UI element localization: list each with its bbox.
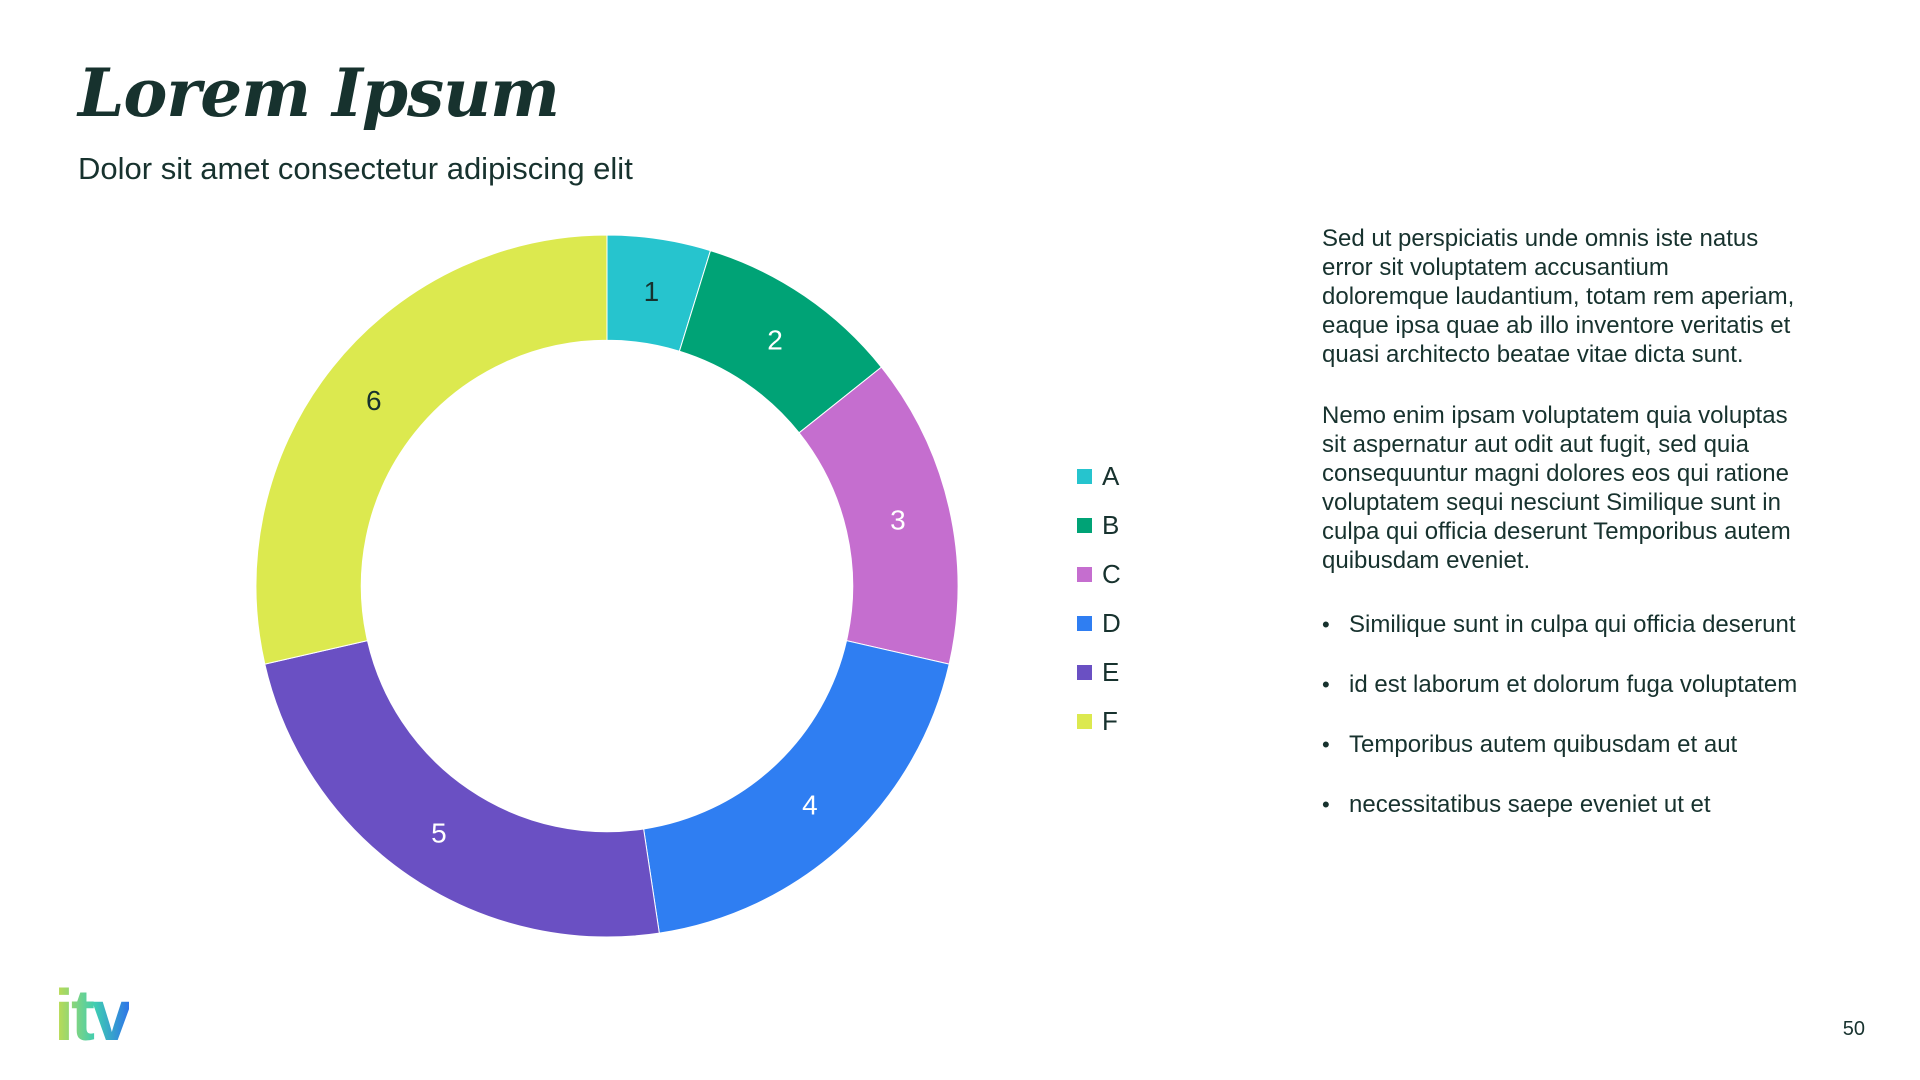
bullet-text: Similique sunt in culpa qui officia dese… bbox=[1349, 611, 1796, 638]
bullet-item-2: • id est laborum et dolorum fuga voluptat… bbox=[1322, 670, 1842, 699]
legend-label-E: E bbox=[1102, 657, 1120, 687]
bullet-marker-icon: • bbox=[1322, 792, 1330, 817]
bullet-item-1: • Similique sunt in culpa qui officia des… bbox=[1322, 610, 1842, 639]
bullet-text: Temporibus autem quibusdam et aut bbox=[1349, 731, 1738, 758]
body-text-column: Sed ut perspiciatis unde omnis iste natu… bbox=[1322, 224, 1842, 850]
legend-swatch-F bbox=[1077, 713, 1092, 729]
page-number: 50 bbox=[1842, 1018, 1865, 1040]
slice-label-6: 6 bbox=[366, 385, 382, 416]
body-paragraph-1: Sed ut perspiciatis unde omnis iste natu… bbox=[1322, 225, 1795, 368]
slice-label-5: 5 bbox=[431, 817, 447, 848]
bullet-list: • Similique sunt in culpa qui officia des… bbox=[1322, 610, 1842, 819]
slice-label-2: 2 bbox=[767, 324, 783, 355]
legend-swatch-D bbox=[1077, 615, 1092, 631]
legend-swatch-E bbox=[1077, 664, 1092, 680]
legend-swatch-B bbox=[1077, 517, 1092, 533]
bullet-marker-icon: • bbox=[1322, 612, 1330, 637]
legend-item-A: A bbox=[1077, 461, 1121, 491]
legend-label-F: F bbox=[1102, 706, 1118, 736]
body-paragraph-2: Nemo enim ipsam voluptatem quia voluptas… bbox=[1322, 402, 1791, 574]
bullet-item-3: • Temporibus autem quibusdam et aut bbox=[1322, 730, 1842, 759]
page-subtitle: Dolor sit amet consectetur adipiscing el… bbox=[78, 151, 633, 186]
legend-item-B: B bbox=[1077, 510, 1121, 540]
bullet-text: id est laborum et dolorum fuga voluptate… bbox=[1349, 671, 1798, 698]
bullet-marker-icon: • bbox=[1322, 732, 1330, 757]
bullet-item-4: • necessitatibus saepe eveniet ut et bbox=[1322, 790, 1842, 819]
donut-chart: 1 2 3 4 5 6 bbox=[255, 234, 959, 938]
itv-logo: itv bbox=[54, 976, 132, 1056]
slice-label-4: 4 bbox=[802, 790, 818, 821]
bullet-text: necessitatibus saepe eveniet ut et bbox=[1349, 791, 1711, 818]
legend-item-C: C bbox=[1077, 559, 1121, 589]
donut-slice-F bbox=[255, 234, 608, 665]
page-title: Lorem Ipsum bbox=[78, 54, 560, 132]
slice-label-3: 3 bbox=[890, 504, 906, 535]
legend-label-A: A bbox=[1102, 461, 1120, 491]
legend-item-F: F bbox=[1077, 706, 1121, 736]
bullet-marker-icon: • bbox=[1322, 672, 1330, 697]
legend-label-D: D bbox=[1102, 608, 1121, 638]
donut-slice-D bbox=[643, 640, 950, 934]
legend-swatch-A bbox=[1077, 468, 1092, 484]
legend-swatch-C bbox=[1077, 566, 1092, 582]
slice-label-1: 1 bbox=[644, 276, 660, 307]
legend-item-D: D bbox=[1077, 608, 1121, 638]
donut-slice-E bbox=[264, 640, 660, 938]
legend-label-B: B bbox=[1102, 510, 1120, 540]
legend-item-E: E bbox=[1077, 657, 1121, 687]
legend-label-C: C bbox=[1102, 559, 1121, 589]
